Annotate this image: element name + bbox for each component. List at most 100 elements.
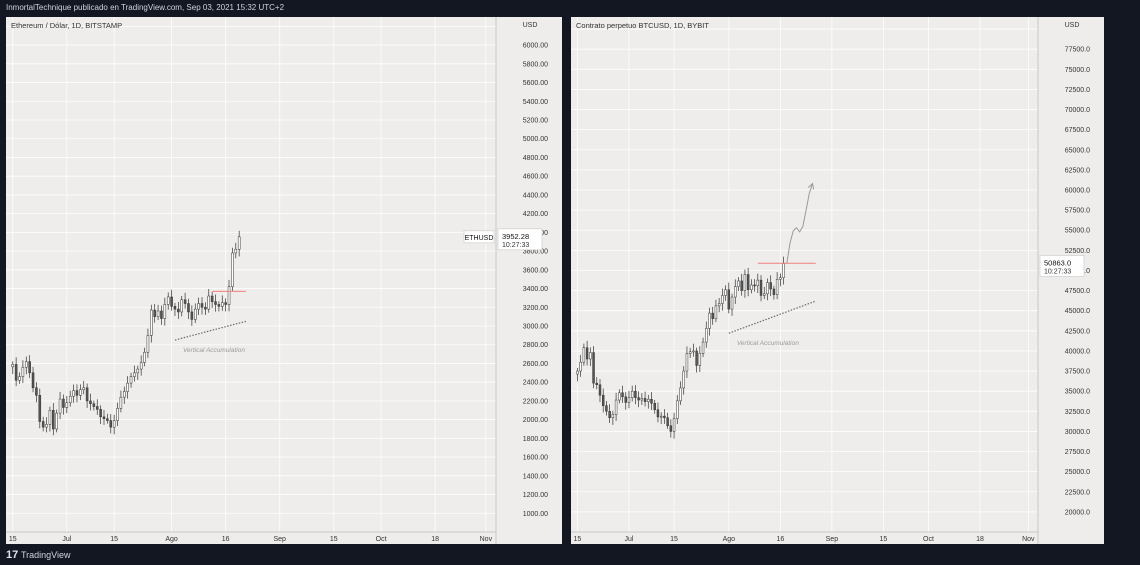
candle-up bbox=[685, 353, 689, 372]
candle-up bbox=[234, 248, 238, 254]
candle-down bbox=[224, 302, 227, 305]
candle-up bbox=[119, 396, 123, 409]
candle-down bbox=[634, 390, 637, 398]
price-tick-label: 47500.0 bbox=[1065, 288, 1090, 295]
candle-down bbox=[52, 410, 55, 430]
candle-down bbox=[41, 421, 45, 428]
price-tick-label: 42500.0 bbox=[1065, 328, 1090, 335]
time-tick-label: 15 bbox=[574, 536, 582, 543]
candle-down bbox=[598, 384, 602, 396]
price-tick-label: 57500.0 bbox=[1065, 208, 1090, 215]
price-tick-label: 72500.0 bbox=[1065, 87, 1090, 94]
candle-down bbox=[38, 395, 42, 422]
candle-down bbox=[608, 411, 611, 418]
candle-down bbox=[28, 361, 31, 374]
candle-down bbox=[711, 312, 714, 320]
candles bbox=[11, 230, 241, 436]
candle-up bbox=[143, 351, 146, 363]
price-tick-label: 32500.0 bbox=[1065, 409, 1090, 416]
candle-up bbox=[692, 350, 695, 353]
time-tick-label: 15 bbox=[670, 536, 678, 543]
price-tick-label: 77500.0 bbox=[1065, 47, 1090, 54]
candle-down bbox=[663, 415, 666, 418]
candle-down bbox=[210, 295, 214, 302]
price-tick-label: 62500.0 bbox=[1065, 167, 1090, 174]
candle-up bbox=[737, 280, 740, 287]
publisher-text: InmortalTechnique publicado en TradingVi… bbox=[6, 3, 285, 12]
candle-down bbox=[666, 417, 669, 427]
last-price-value: 50863.0 bbox=[1044, 259, 1071, 268]
candle-down bbox=[214, 301, 217, 305]
price-tick-label: 60000.0 bbox=[1065, 188, 1090, 195]
candle-down bbox=[14, 364, 18, 381]
candle-up bbox=[630, 390, 634, 398]
candle-up bbox=[48, 410, 52, 425]
eth-chart[interactable]: Ethereum / Dólar, 1D, BITSTAMP USD 1000.00… bbox=[6, 17, 562, 544]
candle-up bbox=[743, 274, 747, 291]
candle-down bbox=[200, 303, 204, 308]
time-tick-label: 15 bbox=[110, 536, 118, 543]
candle-up bbox=[180, 299, 183, 313]
candle-down bbox=[75, 390, 79, 396]
candle-up bbox=[193, 308, 197, 320]
candle-up bbox=[679, 387, 682, 402]
candle-up bbox=[782, 263, 785, 278]
candle-down bbox=[656, 409, 660, 418]
candle-up bbox=[614, 399, 618, 415]
candle-up bbox=[146, 335, 150, 353]
chart-title: Ethereum / Dólar, 1D, BITSTAMP bbox=[11, 21, 122, 30]
candle-up bbox=[55, 412, 58, 430]
candle-up bbox=[779, 277, 782, 280]
candle-up bbox=[618, 392, 621, 401]
time-tick-label: 16 bbox=[222, 536, 230, 543]
candle-up bbox=[775, 279, 779, 295]
price-tick-label: 4800.00 bbox=[523, 155, 548, 162]
btc-chart-panel[interactable]: Contrato perpetuo BTCUSD, 1D, BYBIT USD 20… bbox=[571, 17, 1104, 544]
candle-down bbox=[102, 416, 106, 419]
price-tick-label: 2200.00 bbox=[523, 398, 548, 405]
candle-up bbox=[79, 389, 82, 396]
candle-up bbox=[166, 296, 170, 305]
time-tick-label: Sep bbox=[273, 536, 286, 543]
price-tick-label: 22500.0 bbox=[1065, 489, 1090, 496]
accumulation-annotation: Vertical Accumulation bbox=[737, 340, 799, 347]
tradingview-logo-icon[interactable]: 17 bbox=[6, 549, 19, 561]
price-tick-label: 4400.00 bbox=[523, 192, 548, 199]
candle-down bbox=[643, 398, 647, 402]
candle-up bbox=[126, 382, 129, 392]
time-tick-label: 15 bbox=[9, 536, 17, 543]
eth-chart-panel[interactable]: Ethereum / Dólar, 1D, BITSTAMP USD 1000.00… bbox=[6, 17, 562, 544]
candle-up bbox=[701, 341, 705, 354]
countdown-timer: 10:27:33 bbox=[1044, 269, 1071, 276]
candle-down bbox=[183, 299, 187, 304]
btc-chart[interactable]: Contrato perpetuo BTCUSD, 1D, BYBIT USD 20… bbox=[571, 17, 1104, 544]
price-tick-label: 2000.00 bbox=[523, 417, 548, 424]
candle-down bbox=[170, 296, 173, 307]
candle-up bbox=[640, 398, 644, 401]
price-tick-label: 3000.00 bbox=[523, 324, 548, 331]
candle-down bbox=[585, 347, 589, 360]
currency-label: USD bbox=[1065, 22, 1080, 29]
candle-down bbox=[650, 398, 653, 404]
candle-down bbox=[204, 307, 207, 310]
last-price-box bbox=[497, 228, 543, 251]
price-tick-label: 55000.0 bbox=[1065, 228, 1090, 235]
candle-down bbox=[601, 394, 605, 406]
time-tick-label: 18 bbox=[431, 536, 439, 543]
price-tick-label: 27500.0 bbox=[1065, 449, 1090, 456]
tradingview-brand[interactable]: TradingView bbox=[21, 550, 71, 560]
candle-down bbox=[62, 398, 65, 408]
candle-down bbox=[605, 405, 608, 412]
candle-down bbox=[653, 403, 656, 410]
candle-down bbox=[695, 350, 698, 366]
time-tick-label: 16 bbox=[776, 536, 784, 543]
candle-up bbox=[647, 398, 650, 402]
price-tick-label: 5200.00 bbox=[523, 118, 548, 125]
time-tick-label: Jul bbox=[624, 536, 633, 543]
price-tick-label: 20000.0 bbox=[1065, 509, 1090, 516]
price-tick-label: 5800.00 bbox=[523, 61, 548, 68]
candle-up bbox=[705, 328, 708, 343]
candle-up bbox=[734, 286, 737, 298]
time-tick-label: 15 bbox=[330, 536, 338, 543]
